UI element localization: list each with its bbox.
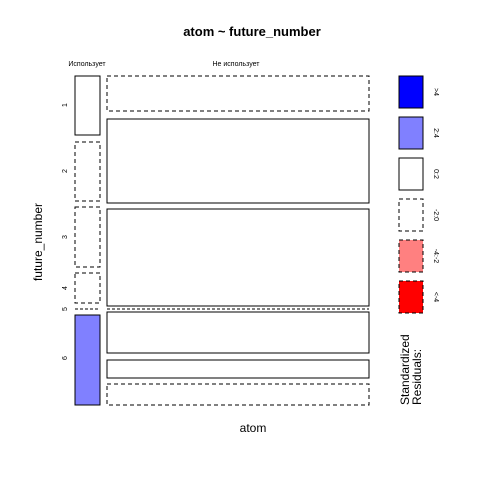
legend-swatch [398,75,424,109]
legend-label: -2:0 [432,209,439,221]
column-label-uses: Использует [68,61,106,68]
mosaic-cell-row-6 [106,383,370,406]
y-axis-label: future_number [31,203,45,281]
legend-swatch [398,157,424,191]
row-labels: 1 2 3 4 5 6 [62,103,69,360]
mosaic-cell-row-3 [106,208,370,307]
row-label-6: 6 [62,356,69,360]
legend-swatch [398,198,424,232]
legend-swatch [398,239,424,273]
legend: >4 2:4 0:2 -2:0 -4:-2 <-4 [398,75,439,314]
mosaic-cell-row-4 [74,272,101,304]
row-label-3: 3 [62,235,69,239]
legend-label: 0:2 [432,169,439,179]
mosaic-cell-row-6 [74,314,101,406]
legend-title-line-1: Standardized [398,334,412,405]
mosaic-cell-row-1 [74,75,101,136]
legend-label: 2:4 [432,128,439,138]
column-label-not-uses: Не использует [213,61,261,68]
mosaic-cell-row-2 [74,141,101,202]
row-label-4: 4 [62,286,69,290]
chart-title: atom ~ future_number [183,24,321,39]
mosaic-cell-row-6 [106,311,370,354]
legend-title-line-2: Residuals: [410,349,424,405]
mosaic-cell-row-3 [74,206,101,268]
legend-label: >4 [432,88,439,96]
mosaic-cell-row-2 [106,118,370,204]
x-axis-label: atom [240,421,267,435]
mosaic-cell-row-6 [106,359,370,379]
mosaic-cell-row-1 [106,75,370,112]
legend-label: <-4 [432,292,439,302]
mosaic-cells [74,75,370,406]
row-label-1: 1 [62,103,69,107]
legend-swatch [398,116,424,150]
legend-swatch [398,280,424,314]
row-label-2: 2 [62,169,69,173]
row-label-5: 5 [62,307,69,311]
legend-label: -4:-2 [432,249,439,264]
